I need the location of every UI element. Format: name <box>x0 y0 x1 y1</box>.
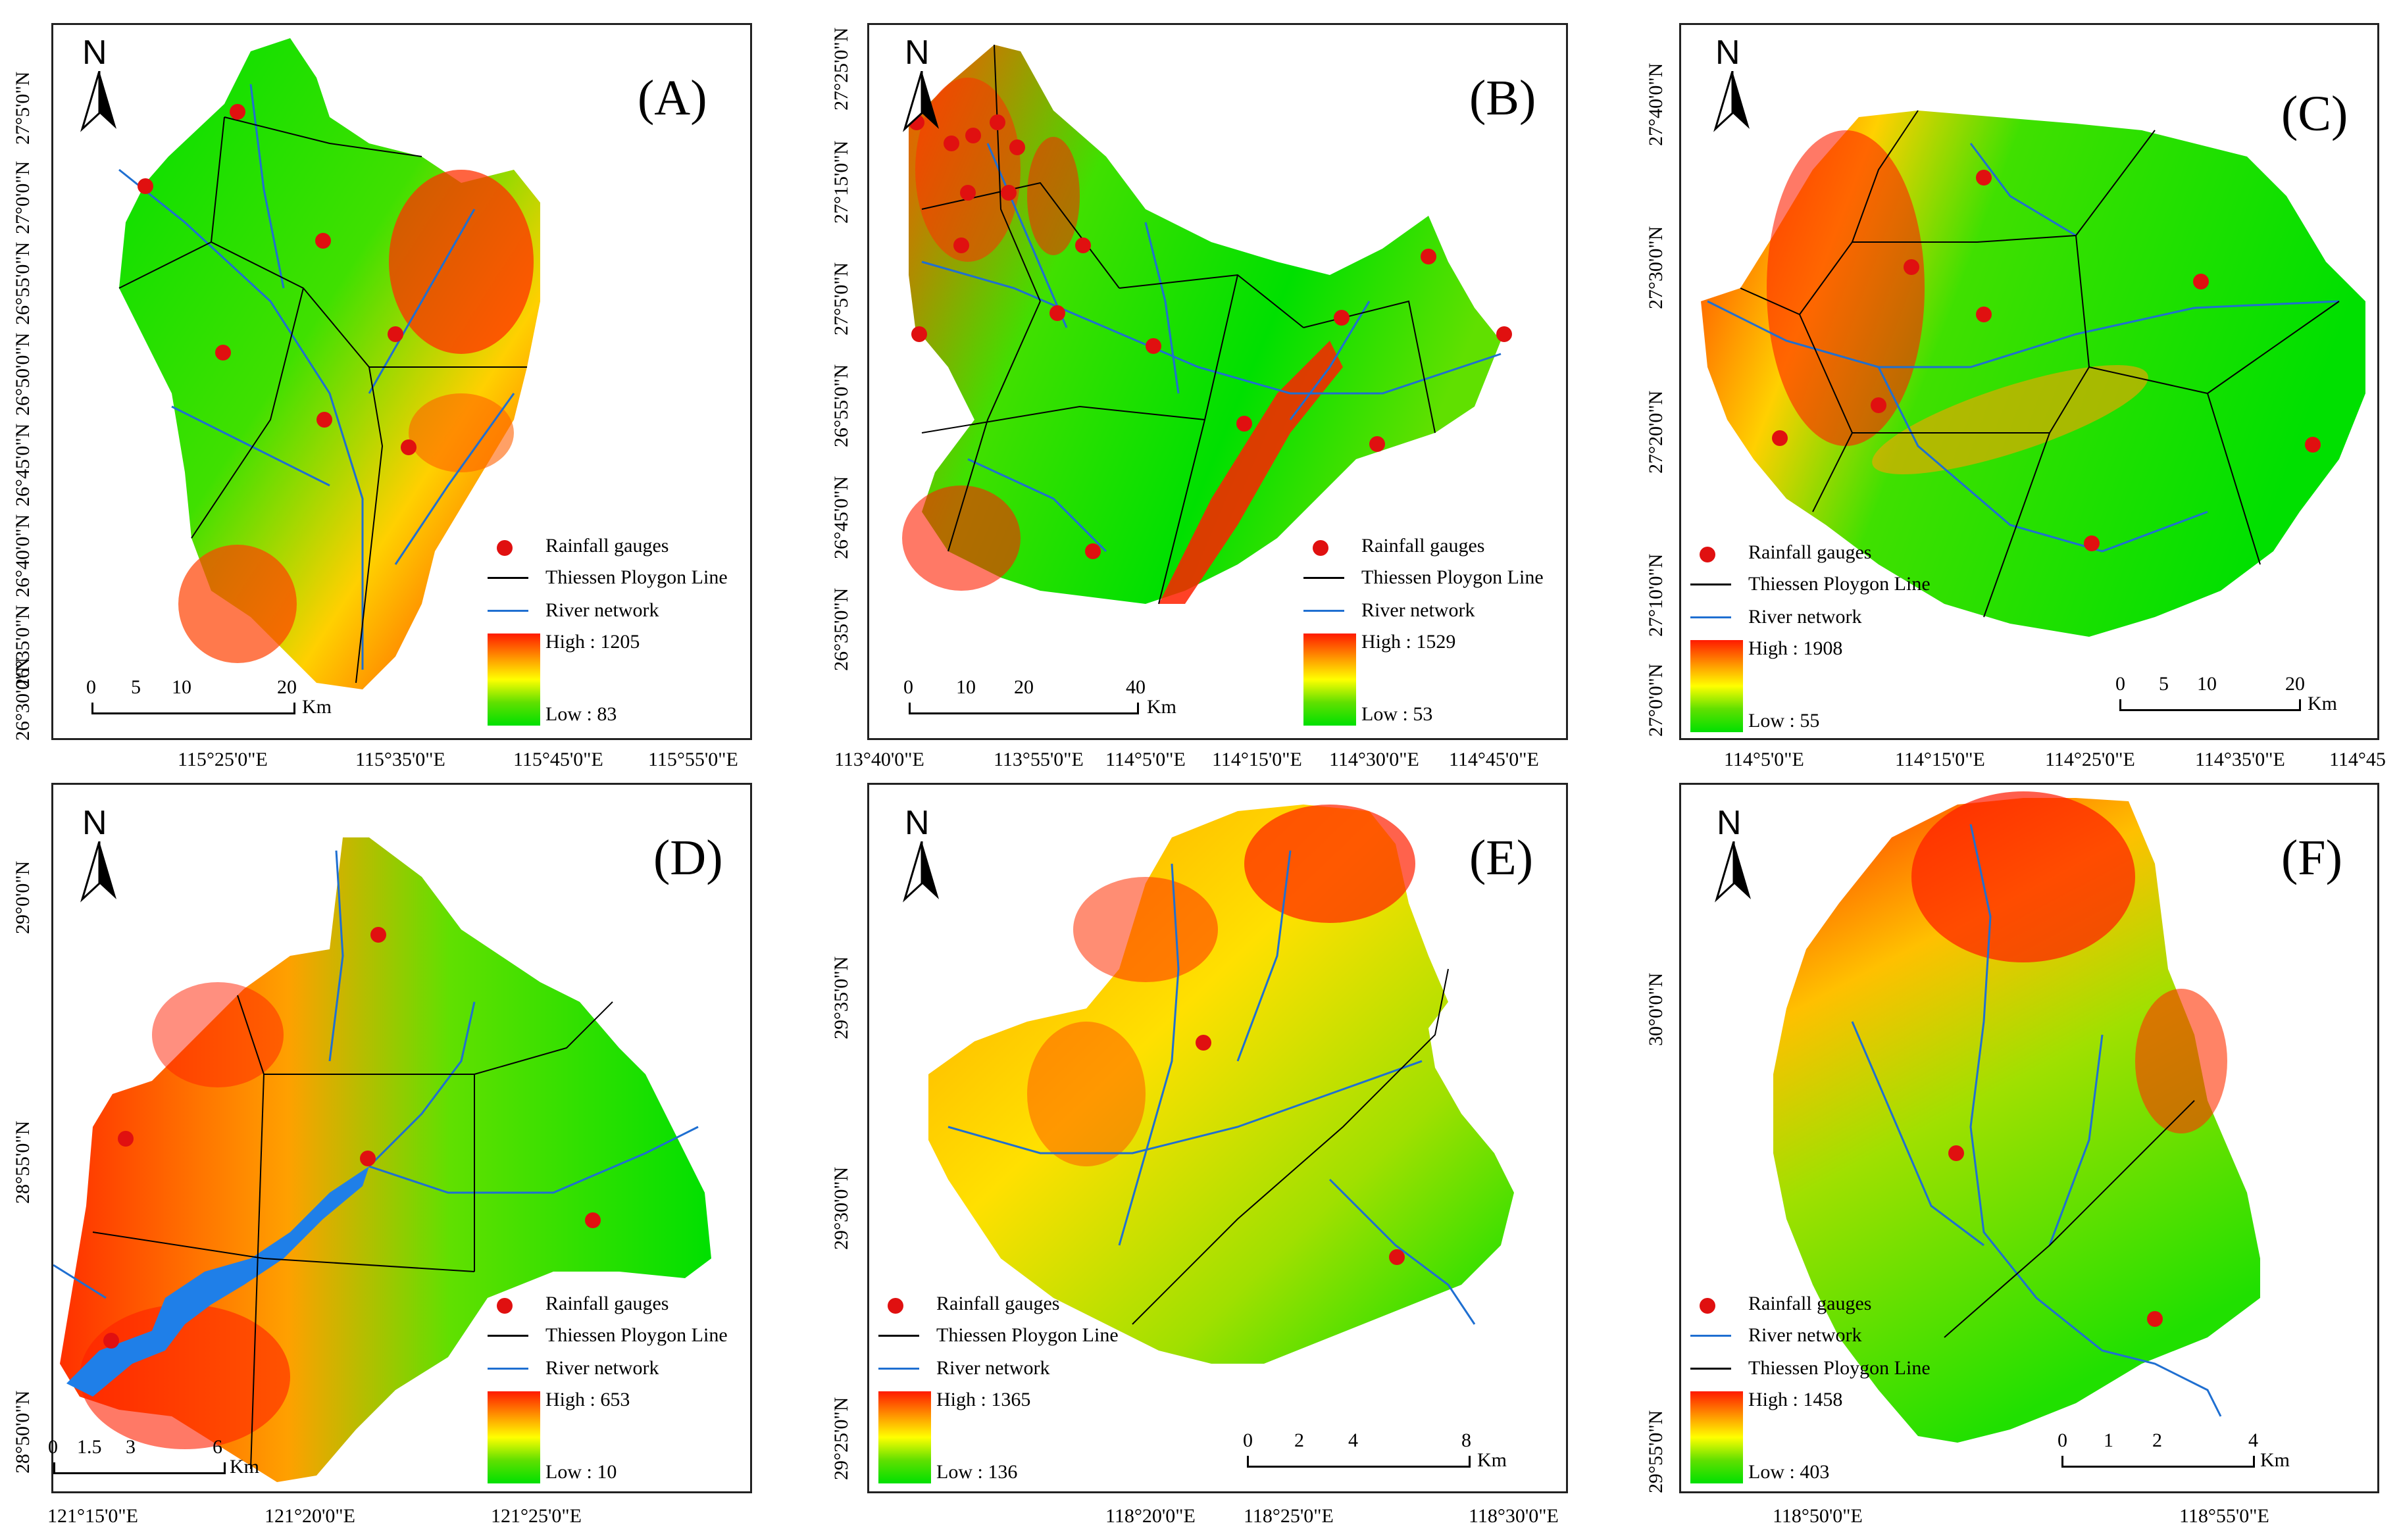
elevation-colorbar <box>488 633 540 726</box>
legend-high: High : 1365 <box>936 1389 1031 1410</box>
scale-bar: 0 1 2 4 Km <box>2058 1429 2290 1471</box>
legend-high: High : 1908 <box>1748 637 1843 659</box>
legend-low: Low : 53 <box>1361 703 1433 725</box>
legend-thiessen: Thiessen Ploygon Line <box>1361 566 1544 588</box>
panel-f: (F) N Rainfall gauges River network Thie… <box>1679 783 2379 1493</box>
legend-thiessen: Thiessen Ploygon Line <box>1748 573 1931 595</box>
legend-high: High : 653 <box>545 1389 630 1410</box>
legend-low: Low : 10 <box>545 1461 617 1483</box>
panel-label: (C) <box>2281 86 2348 141</box>
north-arrow-icon: N <box>896 803 948 903</box>
legend: Rainfall gauges Thiessen Ploygon Line Ri… <box>488 535 744 732</box>
basin-e <box>928 805 1514 1364</box>
panel-e: (E) N Rainfall gauges Thiessen Ploygon L… <box>867 783 1568 1493</box>
panel-label: (D) <box>653 830 723 885</box>
legend-low: Low : 403 <box>1748 1461 1830 1483</box>
legend-river: River network <box>1748 606 1862 628</box>
north-arrow-icon: N <box>73 803 126 903</box>
legend-thiessen: Thiessen Ploygon Line <box>545 1324 728 1346</box>
legend-gauges: Rainfall gauges <box>545 535 669 557</box>
scale-bar: 0 5 10 20 Km <box>86 676 332 718</box>
legend-high: High : 1205 <box>545 631 640 653</box>
legend-gauges: Rainfall gauges <box>1748 1293 1872 1314</box>
north-arrow-icon: N <box>1707 803 1760 903</box>
legend-thiessen: Thiessen Ploygon Line <box>936 1324 1119 1346</box>
legend-low: Low : 136 <box>936 1461 1018 1483</box>
panel-label: (E) <box>1469 830 1534 885</box>
basin-map-f <box>1773 791 2260 1443</box>
basin-map-a <box>118 38 540 689</box>
basin-map-e <box>928 805 1514 1364</box>
legend-high: High : 1458 <box>1748 1389 1843 1410</box>
legend-river: River network <box>1748 1324 1862 1346</box>
legend-gauges: Rainfall gauges <box>1748 541 1872 563</box>
legend-gauges: Rainfall gauges <box>545 1293 669 1314</box>
panel-b: (B) N Rainfall gauges Thiessen Ploygon L… <box>867 23 1568 740</box>
panel-c: (C) N Rainfall gauges Thiessen Ploygon L… <box>1679 23 2379 740</box>
elevation-colorbar <box>1303 633 1356 726</box>
elevation-colorbar <box>488 1391 540 1483</box>
legend-river: River network <box>545 599 659 621</box>
legend: Rainfall gauges Thiessen Ploygon Line Ri… <box>1303 535 1560 732</box>
legend-gauges: Rainfall gauges <box>1361 535 1485 557</box>
elevation-colorbar <box>878 1391 931 1483</box>
basin-map-d <box>53 837 711 1482</box>
scale-bar: 0 5 10 20 Km <box>2115 673 2337 714</box>
basin-f <box>1773 798 2260 1443</box>
panel-label: (F) <box>2281 830 2342 885</box>
north-arrow-icon: N <box>73 33 126 132</box>
elevation-colorbar <box>1690 1391 1743 1483</box>
north-arrow-icon: N <box>896 33 948 132</box>
north-arrow-icon: N <box>1706 33 1759 132</box>
reservoir <box>66 1166 369 1397</box>
legend-low: Low : 55 <box>1748 710 1820 732</box>
panel-label: (B) <box>1469 70 1536 126</box>
legend-river: River network <box>545 1357 659 1379</box>
elevation-colorbar <box>1690 640 1743 732</box>
panel-label: (A) <box>638 70 707 126</box>
legend-low: Low : 83 <box>545 703 617 725</box>
basin-map-b <box>902 44 1512 605</box>
legend-thiessen: Thiessen Ploygon Line <box>1748 1357 1931 1379</box>
scale-bar: 0 1.5 3 6 Km <box>48 1436 259 1478</box>
legend: Rainfall gauges Thiessen Ploygon Line Ri… <box>878 1293 1135 1490</box>
legend-river: River network <box>936 1357 1050 1379</box>
legend: Rainfall gauges Thiessen Ploygon Line Ri… <box>488 1293 744 1490</box>
scale-bar: 0 2 4 8 Km <box>1243 1429 1507 1471</box>
legend-high: High : 1529 <box>1361 631 1456 653</box>
legend-thiessen: Thiessen Ploygon Line <box>545 566 728 588</box>
legend-gauges: Rainfall gauges <box>936 1293 1060 1314</box>
legend: Rainfall gauges Thiessen Ploygon Line Ri… <box>1690 541 1947 739</box>
panel-d: (D) N Rainfall gauges Thiessen Ploygon L… <box>48 783 752 1493</box>
panel-a: (A) N Rainfall gauges Thiessen Ploygon L… <box>51 23 752 740</box>
scale-bar: 0 10 20 40 Km <box>903 676 1176 718</box>
legend: Rainfall gauges River network Thiessen P… <box>1690 1293 1947 1490</box>
legend-river: River network <box>1361 599 1475 621</box>
basin-map-c <box>1701 110 2365 637</box>
